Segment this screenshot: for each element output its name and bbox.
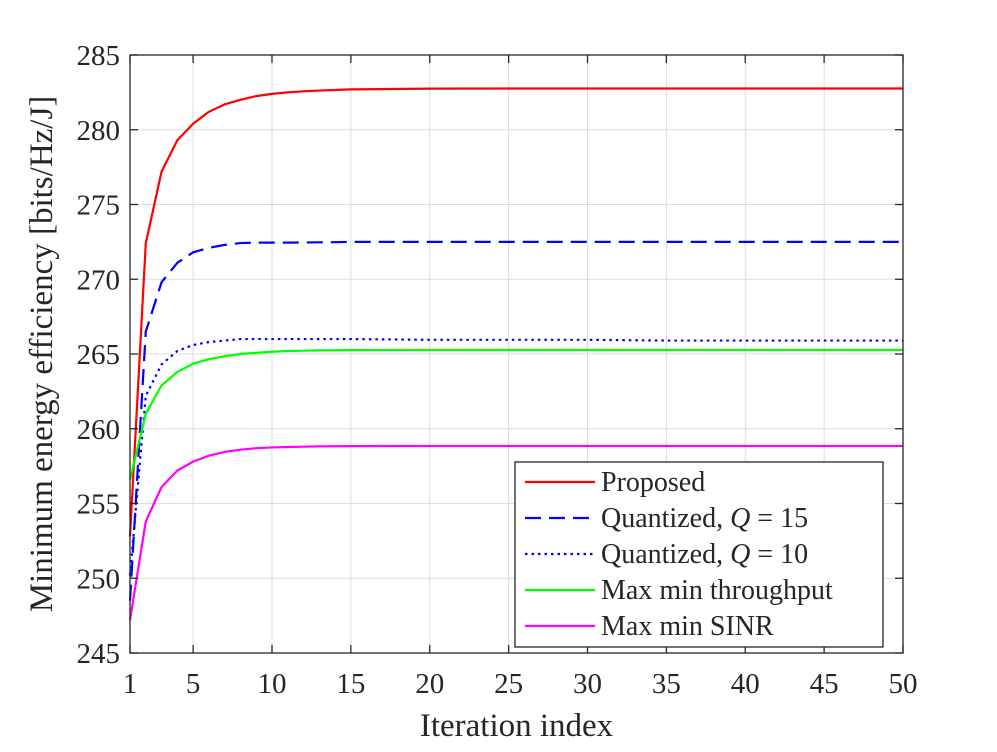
y-tick-label: 260: [77, 414, 121, 446]
y-tick-label: 270: [77, 264, 121, 296]
x-tick-label: 50: [889, 668, 918, 700]
legend-label-proposed: Proposed: [601, 467, 705, 498]
series-line-proposed: [128, 87, 903, 537]
y-tick-label: 245: [77, 638, 121, 670]
legend-box: [514, 461, 884, 648]
y-tick-label: 280: [77, 115, 121, 147]
series-line-max-min-throughput: [128, 348, 903, 480]
y-tick-label: 250: [77, 563, 121, 595]
x-tick-label: 10: [257, 668, 286, 700]
x-tick-label: 20: [415, 668, 444, 700]
axis-ticks: 1 5 10 15 20 25 30 35 40 45 5024525025526026527027…: [77, 40, 918, 700]
x-axis-title: Iteration index: [420, 708, 614, 744]
x-tick-label: 1: [123, 668, 138, 700]
data-series: [128, 87, 903, 621]
y-tick-label: 255: [77, 489, 121, 521]
y-axis-title: Minimum energy efficiency [bits/Hz/J]: [24, 96, 60, 613]
legend-label-max-min-sinr: Max min SINR: [601, 611, 774, 642]
x-tick-label: 15: [336, 668, 365, 700]
legend-label-quantized-q-10: Quantized, Q = 10: [601, 539, 808, 570]
y-tick-label: 265: [77, 339, 121, 371]
series-line-max-min-sinr: [128, 444, 903, 621]
x-tick-label: 35: [652, 668, 681, 700]
y-tick-label: 285: [77, 40, 121, 72]
series-line-quantized-q-15: [128, 240, 903, 601]
legend: Proposed Quantized, Q = 15 Quantized, Q = …: [514, 461, 884, 648]
legend-label-quantized-q-15: Quantized, Q = 15: [601, 503, 808, 534]
x-tick-label: 5: [186, 668, 201, 700]
legend-label-max-min-throughput: Max min throughput: [601, 575, 833, 606]
x-tick-label: 25: [494, 668, 523, 700]
x-tick-label: 40: [731, 668, 760, 700]
y-tick-label: 275: [77, 190, 121, 222]
x-tick-label: 45: [810, 668, 839, 700]
x-tick-label: 30: [573, 668, 602, 700]
